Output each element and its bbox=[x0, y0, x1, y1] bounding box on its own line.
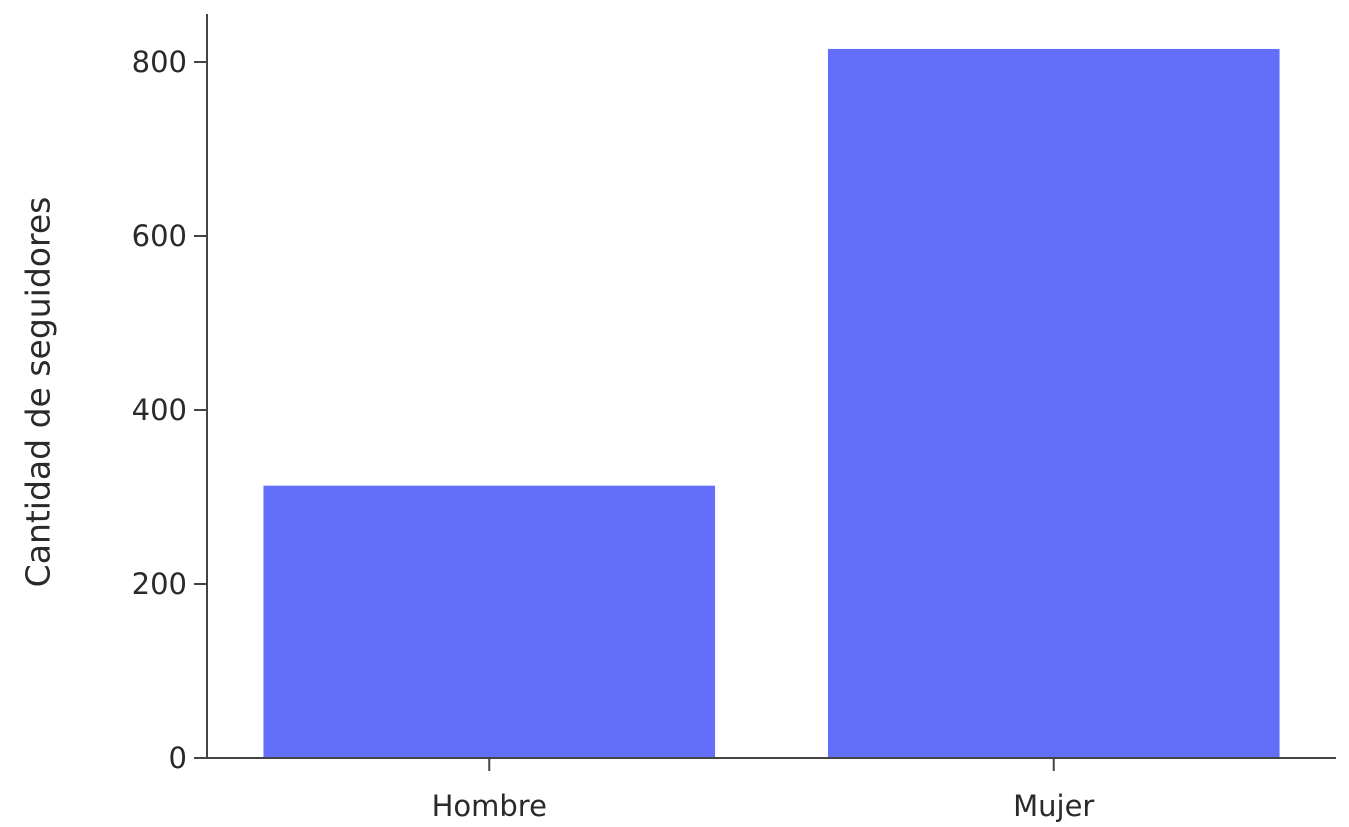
y-ticks-group: 0 200 400 600 800 bbox=[132, 45, 207, 775]
y-axis-title: Cantidad de seguidores bbox=[19, 197, 58, 588]
axes-group bbox=[206, 14, 1336, 759]
x-category-label-mujer: Mujer bbox=[1013, 789, 1094, 823]
y-tick-label: 400 bbox=[132, 393, 187, 427]
y-tick-label: 200 bbox=[132, 567, 187, 601]
bars-group bbox=[263, 48, 1280, 758]
y-tick-label: 800 bbox=[132, 45, 187, 79]
bar-hombre[interactable] bbox=[263, 485, 716, 758]
x-ticks-group: Hombre Mujer bbox=[432, 758, 1094, 823]
y-tick-label: 600 bbox=[132, 219, 187, 253]
bar-mujer[interactable] bbox=[827, 48, 1280, 758]
x-category-label-hombre: Hombre bbox=[432, 789, 547, 823]
y-tick-label: 0 bbox=[169, 741, 187, 775]
